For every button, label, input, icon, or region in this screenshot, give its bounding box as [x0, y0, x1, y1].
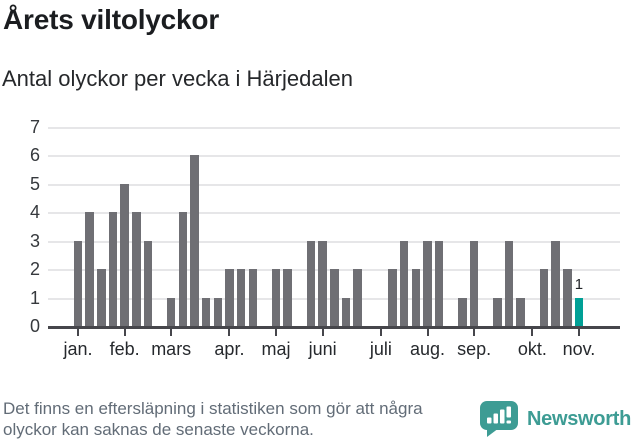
x-axis: jan. feb. mars apr. maj juni juli aug. sep. okt. n…: [48, 329, 631, 363]
bar-week-22: [318, 240, 327, 326]
bar-week-14: [225, 269, 234, 326]
bar-week-25: [353, 269, 362, 326]
bar-week-29: [399, 240, 409, 326]
bar-week-7: [143, 240, 153, 326]
chart-title: Årets viltolyckor: [3, 4, 220, 35]
bar-week-35: [469, 240, 479, 326]
gridline-3: [48, 240, 620, 243]
bar-week-44: [574, 297, 584, 326]
x-tick-feb.: [123, 329, 126, 336]
x-tick-label-feb.: feb.: [109, 339, 140, 359]
y-tick-label-0: 0: [29, 316, 40, 336]
y-tick-label-5: 5: [29, 173, 40, 194]
x-tick-label-aug.: aug.: [409, 339, 446, 359]
bar-week-6: [132, 212, 141, 326]
x-tick-label-nov.: nov.: [562, 339, 596, 359]
bar-week-38: [504, 240, 514, 326]
x-tick-label-maj: maj: [261, 339, 291, 359]
y-tick-label-6: 6: [29, 145, 40, 165]
y-tick-label-3: 3: [29, 230, 40, 251]
bar-week-4: [108, 212, 118, 326]
x-tick-label-mars: mars: [151, 339, 192, 359]
bar-week-9: [166, 297, 176, 326]
last-value-label: 1: [574, 275, 584, 293]
bar-week-15: [236, 269, 246, 326]
bar-week-11: [190, 155, 199, 326]
bar-week-43: [563, 269, 572, 326]
x-tick-maj: [275, 329, 278, 336]
bar-week-34: [458, 297, 467, 326]
gridline-7: [48, 126, 620, 129]
y-tick-label-2: 2: [29, 259, 40, 279]
bar-week-37: [493, 297, 502, 326]
bar-week-13: [213, 297, 223, 326]
y-tick-label-4: 4: [29, 202, 40, 222]
x-tick-juli: [379, 329, 382, 336]
y-tick-label-1: 1: [29, 287, 40, 308]
newsworthy-wordmark: Newsworthy: [527, 407, 631, 430]
bar-week-19: [283, 269, 292, 326]
x-tick-juni: [321, 329, 324, 336]
x-tick-sep.: [473, 329, 476, 336]
bar-week-32: [434, 240, 444, 326]
x-tick-label-jan.: jan.: [63, 339, 93, 359]
x-tick-label-juli: juli: [369, 339, 392, 359]
x-tick-label-juni: juni: [308, 339, 337, 359]
bar-week-39: [516, 297, 525, 326]
newsworthy-logo[interactable]: Newsworthy: [479, 400, 631, 438]
x-tick-aug.: [426, 329, 429, 336]
plot-area: 1: [48, 126, 620, 329]
bar-week-30: [411, 269, 421, 326]
gridline-6: [48, 155, 620, 157]
x-tick-nov.: [577, 329, 580, 336]
x-tick-mars: [170, 329, 173, 336]
gridline-4: [48, 212, 620, 214]
x-tick-label-apr.: apr.: [214, 339, 245, 359]
newsworthy-icon: [480, 401, 518, 437]
bar-week-23: [330, 269, 339, 326]
bar-week-2: [85, 212, 94, 326]
bar-week-1: [73, 240, 83, 326]
bar-week-3: [97, 269, 106, 326]
y-axis: 0 1 2 3 4 5 6 7: [0, 117, 40, 337]
footnote: Det finns en eftersläpning i statistiken…: [3, 399, 423, 439]
x-tick-label-okt.: okt.: [517, 339, 547, 359]
bar-week-5: [120, 183, 129, 326]
bar-week-10: [178, 212, 188, 326]
x-tick-label-sep.: sep.: [457, 339, 492, 359]
gridline-5: [48, 183, 620, 186]
bar-week-31: [423, 240, 432, 326]
bar-week-21: [306, 240, 316, 326]
bar-week-41: [539, 269, 549, 326]
x-tick-jan.: [77, 329, 79, 336]
y-tick-label-7: 7: [29, 116, 40, 137]
bar-week-24: [341, 297, 351, 326]
x-tick-okt.: [531, 329, 534, 336]
chart-subtitle: Antal olyckor per vecka i Härjedalen: [2, 66, 353, 91]
bar-week-12: [201, 297, 211, 326]
bar-week-42: [551, 240, 560, 326]
bar-week-28: [388, 269, 397, 326]
bar-week-16: [248, 269, 257, 326]
x-tick-apr.: [228, 329, 231, 336]
bar-week-18: [271, 269, 281, 326]
